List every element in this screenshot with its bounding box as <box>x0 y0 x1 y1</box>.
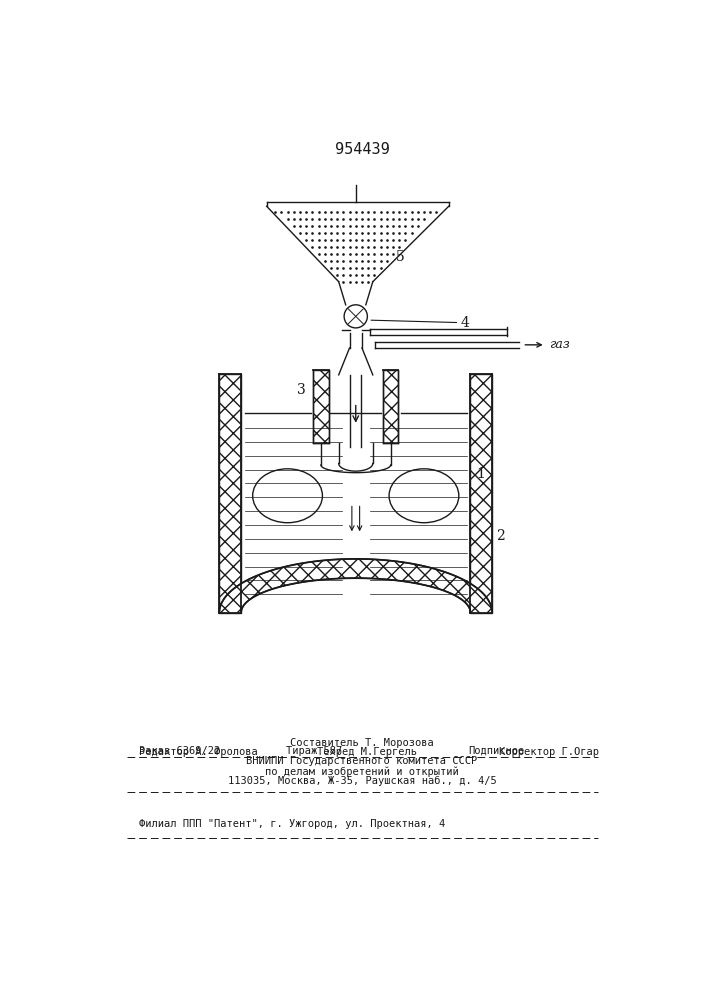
Text: 5: 5 <box>396 250 405 264</box>
Text: Подписное: Подписное <box>468 746 525 756</box>
Text: 2: 2 <box>496 529 505 543</box>
Text: Корректор Г.Огар: Корректор Г.Огар <box>499 747 599 757</box>
Text: Редактор А. Фролова: Редактор А. Фролова <box>139 747 257 757</box>
Text: 113035, Москва, Ж-35, Раушская наб., д. 4/5: 113035, Москва, Ж-35, Раушская наб., д. … <box>228 776 496 786</box>
Polygon shape <box>219 374 241 613</box>
Text: Филиал ППП "Патент", г. Ужгород, ул. Проектная, 4: Филиал ППП "Патент", г. Ужгород, ул. Про… <box>139 819 445 829</box>
Text: 954439: 954439 <box>334 142 390 157</box>
Text: 3: 3 <box>297 382 305 396</box>
Text: 4: 4 <box>460 316 469 330</box>
Text: газ: газ <box>549 338 571 351</box>
Text: Составитель Т. Морозова: Составитель Т. Морозова <box>290 738 434 748</box>
Polygon shape <box>470 374 492 613</box>
Text: 1: 1 <box>477 467 486 481</box>
Text: по делам изобретений и открытий: по делам изобретений и открытий <box>265 766 459 777</box>
Text: Заказ 6369/22: Заказ 6369/22 <box>139 746 220 756</box>
Text: Техред М.Гергель: Техред М.Гергель <box>317 747 417 757</box>
Text: Тираж 587: Тираж 587 <box>286 746 342 756</box>
Polygon shape <box>313 370 329 443</box>
Polygon shape <box>219 559 492 613</box>
Polygon shape <box>383 370 398 443</box>
Text: ВНИИПИ Государственного комитета СССР: ВНИИПИ Государственного комитета СССР <box>246 756 477 766</box>
